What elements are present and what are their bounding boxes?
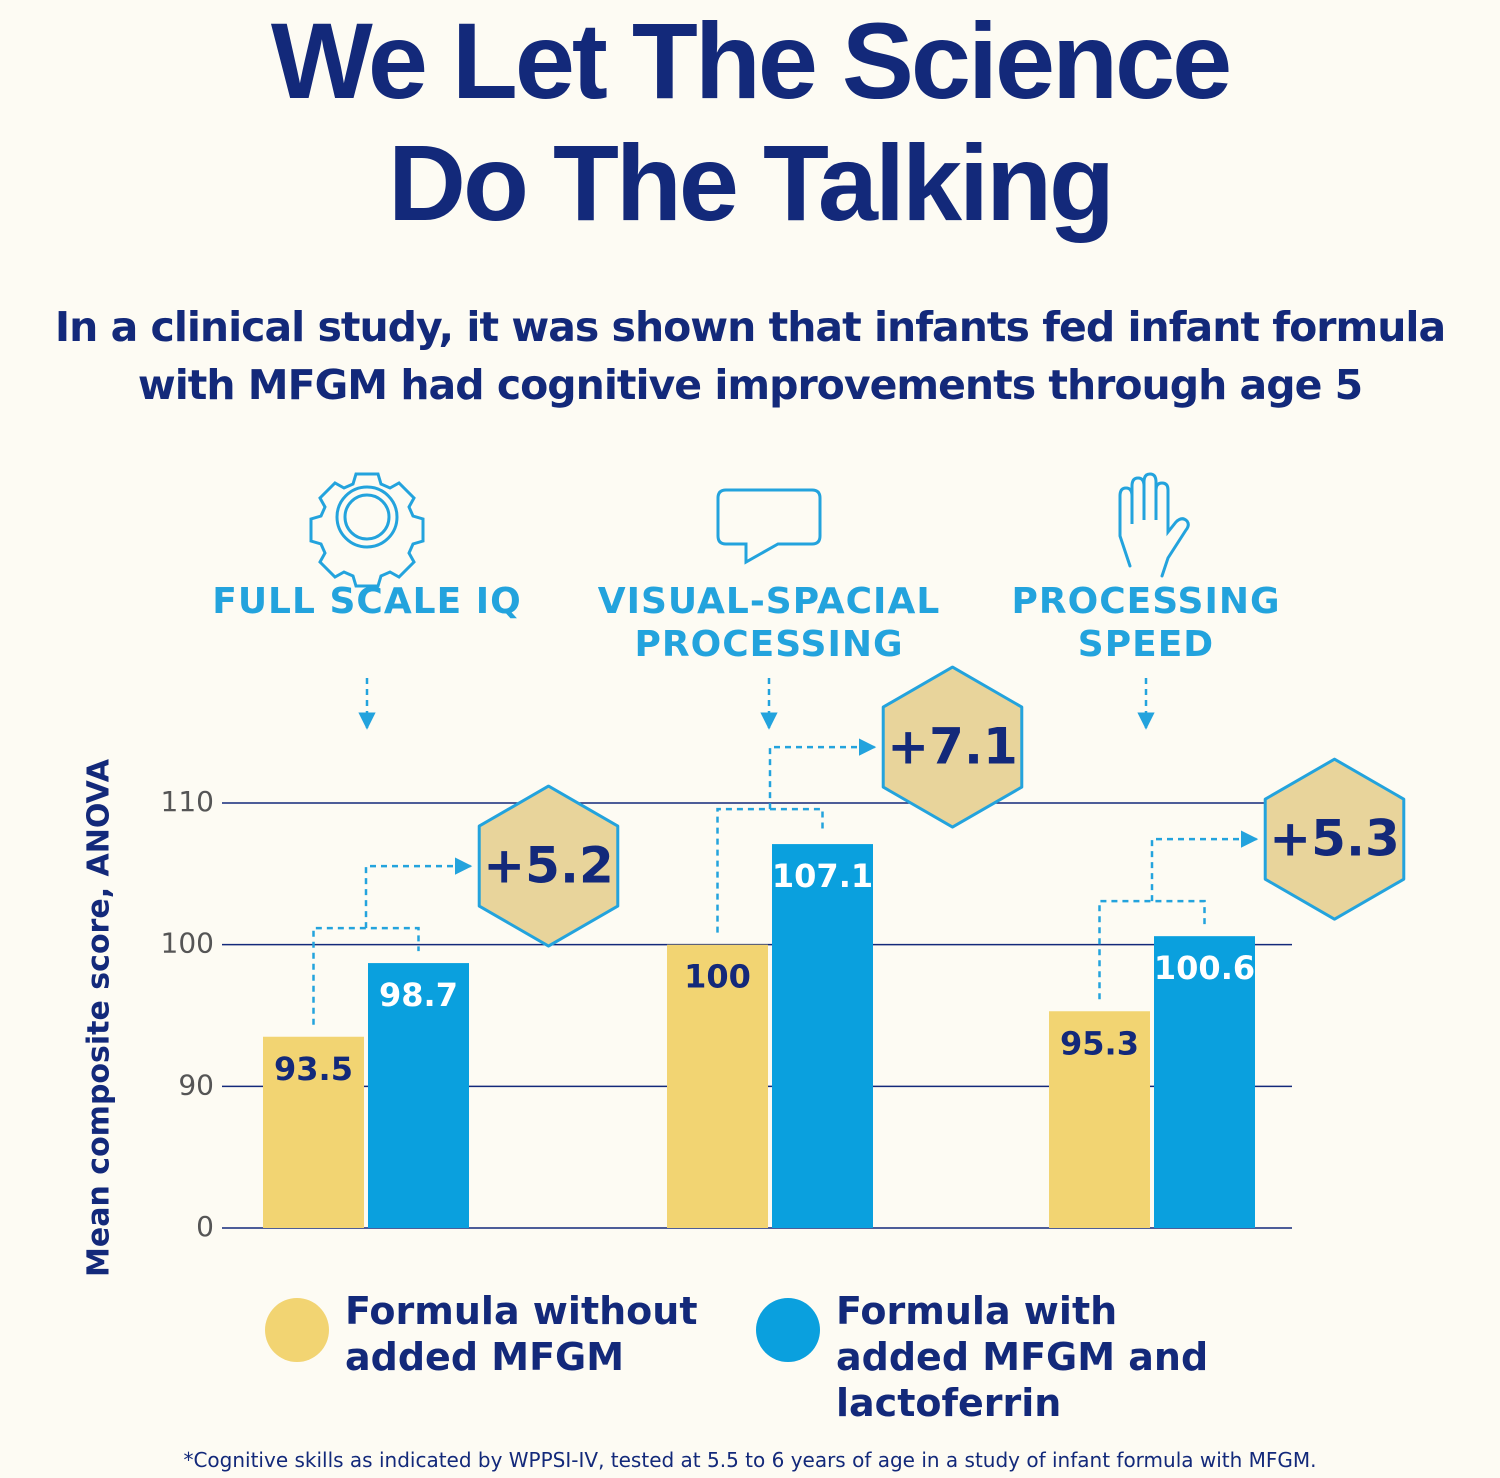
- difference-badge: [881, 665, 1024, 829]
- legend-swatch: [265, 1298, 329, 1362]
- footnote: *Cognitive skills as indicated by WPPSI-…: [183, 1448, 1317, 1472]
- legend-label: Formula without added MFGM: [345, 1289, 698, 1379]
- legend-swatch: [756, 1298, 820, 1362]
- category-label: FULL SCALE IQ: [212, 581, 522, 622]
- title: We Let The Science Do The Talking: [270, 0, 1232, 243]
- category-label: PROCESSING SPEED: [1011, 581, 1281, 665]
- difference-label: +5.2: [483, 837, 613, 895]
- y-tick-label: 110: [161, 785, 214, 818]
- subtitle: In a clinical study, it was shown that i…: [54, 303, 1446, 409]
- bracket-arrow: [768, 738, 877, 810]
- value-label: 93.5: [274, 1050, 353, 1088]
- y-tick-label: 0: [196, 1210, 214, 1243]
- value-label: 95.3: [1060, 1024, 1139, 1062]
- value-label: 100.6: [1154, 949, 1255, 987]
- gear-icon: [309, 472, 425, 588]
- bracket-arrow: [1150, 830, 1259, 902]
- bracket-arrow: [364, 857, 473, 929]
- bar: [772, 844, 873, 1228]
- difference-label: +5.3: [1269, 810, 1399, 868]
- bar: [1154, 936, 1255, 1228]
- value-label: 100: [684, 958, 751, 996]
- y-tick-label: 100: [161, 927, 214, 960]
- hand-icon: [1118, 472, 1190, 578]
- difference-label: +7.1: [887, 718, 1017, 776]
- difference-badge: [477, 784, 620, 948]
- bracket: [312, 926, 420, 1025]
- y-axis-label: Mean composite score, ANOVA: [82, 758, 117, 1277]
- speech-icon: [716, 488, 822, 565]
- bar: [368, 963, 469, 1228]
- category-arrows: [358, 678, 1155, 730]
- legend-label: Formula with added MFGM and lactoferrin: [836, 1289, 1209, 1425]
- difference-badge: [1263, 757, 1406, 921]
- value-label: 107.1: [772, 857, 873, 895]
- y-tick-label: 90: [178, 1068, 214, 1101]
- bracket: [1098, 899, 1206, 1000]
- value-label: 98.7: [379, 976, 458, 1014]
- bar: [667, 944, 768, 1228]
- bar: [263, 1036, 364, 1228]
- category-label: VISUAL-SPACIAL PROCESSING: [597, 581, 941, 665]
- bar: [1049, 1011, 1150, 1228]
